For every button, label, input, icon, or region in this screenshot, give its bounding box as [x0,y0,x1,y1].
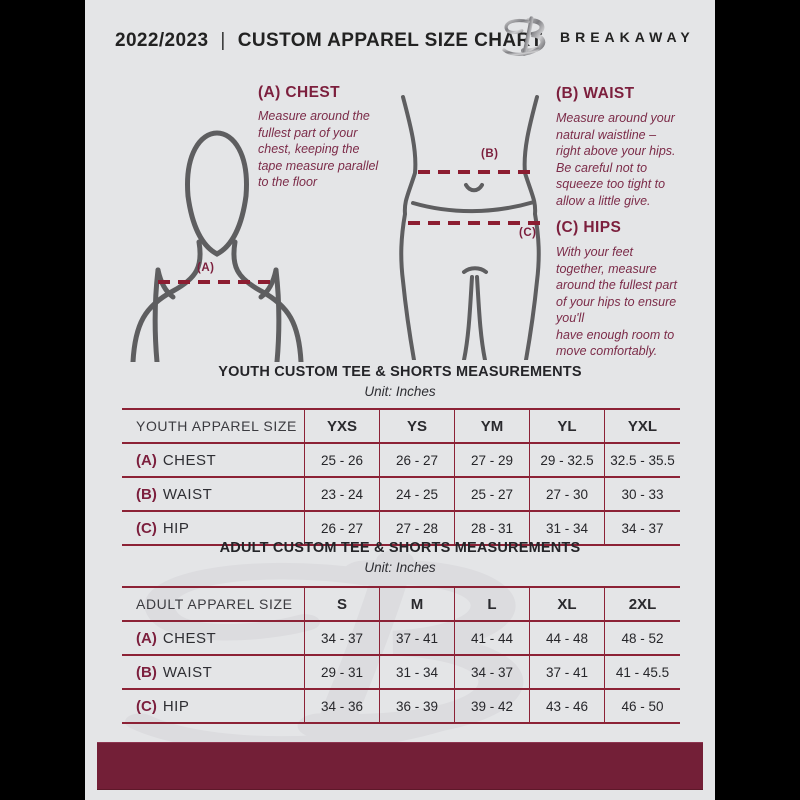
footer-accent-bar [97,742,703,790]
table-cell: 34 - 37 [604,512,680,544]
breakaway-logo-icon [502,16,546,56]
row-key: (B) [136,485,157,503]
row-label: (B) WAIST [122,478,304,510]
table-cell: 28 - 31 [454,512,529,544]
lower-body-figure [399,95,542,360]
chest-heading: (A) CHEST [258,84,340,101]
upper-body-figure [130,130,304,362]
table-cell: 30 - 33 [604,478,680,510]
table-cell: 24 - 25 [379,478,454,510]
adult-table-unit: Unit: Inches [364,560,436,575]
table-row: (B) WAIST 23 - 24 24 - 25 25 - 27 27 - 3… [122,476,680,510]
row-name: HIP [162,519,190,537]
table-cell: 37 - 41 [529,656,604,688]
table-cell: 32.5 - 35.5 [604,444,680,476]
chest-line-label: (A) [197,262,215,274]
table-cell: 27 - 29 [454,444,529,476]
column-header: YOUTH APPAREL SIZE [136,418,297,434]
row-key: (A) [136,451,157,469]
column-header: YS [379,410,454,442]
table-row: (B) WAIST 29 - 31 31 - 34 34 - 37 37 - 4… [122,654,680,688]
youth-table-title: YOUTH CUSTOM TEE & SHORTS MEASUREMENTS [218,364,582,380]
row-name: HIP [162,697,190,715]
youth-table-unit: Unit: Inches [364,384,436,399]
table-cell: 26 - 27 [304,512,379,544]
table-cell: 31 - 34 [529,512,604,544]
chest-instructions: Measure around the fullest part of your … [258,109,379,189]
row-name: CHEST [162,629,217,647]
brand-block: BREAKAWAY [499,16,695,58]
column-header: L [454,588,529,620]
table-cell: 46 - 50 [604,690,680,722]
table-row: (C) HIP 26 - 27 27 - 28 28 - 31 31 - 34 … [122,510,680,544]
brand-name: BREAKAWAY [560,29,695,45]
column-header: S [304,588,379,620]
table-cell: 25 - 27 [454,478,529,510]
row-name: WAIST [162,485,213,503]
column-header: YL [529,410,604,442]
youth-size-table: YOUTH APPAREL SIZE YXS YS YM YL YXL (A) … [122,408,680,546]
table-cell: 34 - 37 [304,622,379,654]
waist-instructions: Measure around your natural waistline – … [556,111,676,208]
column-header: 2XL [604,588,680,620]
column-header: YM [454,410,529,442]
row-key: (C) [136,519,157,537]
adult-table-title: ADULT CUSTOM TEE & SHORTS MEASUREMENTS [219,540,581,556]
table-cell: 31 - 34 [379,656,454,688]
adult-size-table: ADULT APPAREL SIZE S M L XL 2XL (A) CHES… [122,586,680,724]
table-cell: 29 - 32.5 [529,444,604,476]
table-cell: 48 - 52 [604,622,680,654]
row-name: WAIST [162,663,213,681]
table-cell: 37 - 41 [379,622,454,654]
waist-line-label: (B) [481,148,499,160]
table-row: (A) CHEST 25 - 26 26 - 27 27 - 29 29 - 3… [122,442,680,476]
column-header: XL [529,588,604,620]
row-label: (C) HIP [122,512,304,544]
table-cell: 34 - 37 [454,656,529,688]
hips-instructions: With your feet together, measure around … [556,245,677,358]
row-label: (A) CHEST [122,444,304,476]
table-cell: 39 - 42 [454,690,529,722]
hips-heading: (C) HIPS [556,219,622,236]
table-cell: 27 - 28 [379,512,454,544]
youth-table-header-row: YOUTH APPAREL SIZE YXS YS YM YL YXL [122,410,680,442]
table-cell: 36 - 39 [379,690,454,722]
header-year: 2022/2023 [115,30,209,51]
table-row: (C) HIP 34 - 36 36 - 39 39 - 42 43 - 46 … [122,688,680,722]
row-key: (C) [136,697,157,715]
hips-line-label: (C) [519,227,537,239]
adult-table-header-row: ADULT APPAREL SIZE S M L XL 2XL [122,588,680,620]
table-cell: 23 - 24 [304,478,379,510]
table-cell: 29 - 31 [304,656,379,688]
header-divider: | [220,30,226,51]
column-header: M [379,588,454,620]
column-header: YXS [304,410,379,442]
page-title: 2022/2023 | CUSTOM APPAREL SIZE CHART [115,30,543,52]
row-label: (B) WAIST [122,656,304,688]
row-key: (A) [136,629,157,647]
row-key: (B) [136,663,157,681]
header-title: CUSTOM APPAREL SIZE CHART [237,30,543,51]
watermark-logo-icon [125,550,524,753]
row-name: CHEST [162,451,217,469]
table-cell: 44 - 48 [529,622,604,654]
column-header: ADULT APPAREL SIZE [136,596,293,612]
table-cell: 34 - 36 [304,690,379,722]
table-cell: 26 - 27 [379,444,454,476]
table-cell: 41 - 45.5 [604,656,680,688]
waist-heading: (B) WAIST [556,85,635,102]
table-row: (A) CHEST 34 - 37 37 - 41 41 - 44 44 - 4… [122,620,680,654]
size-chart-page: 2022/2023 | CUSTOM APPAREL SIZE CHART BR… [85,0,715,800]
table-cell: 41 - 44 [454,622,529,654]
table-cell: 25 - 26 [304,444,379,476]
table-cell: 27 - 30 [529,478,604,510]
row-label: (C) HIP [122,690,304,722]
row-label: (A) CHEST [122,622,304,654]
table-cell: 43 - 46 [529,690,604,722]
column-header: YXL [604,410,680,442]
